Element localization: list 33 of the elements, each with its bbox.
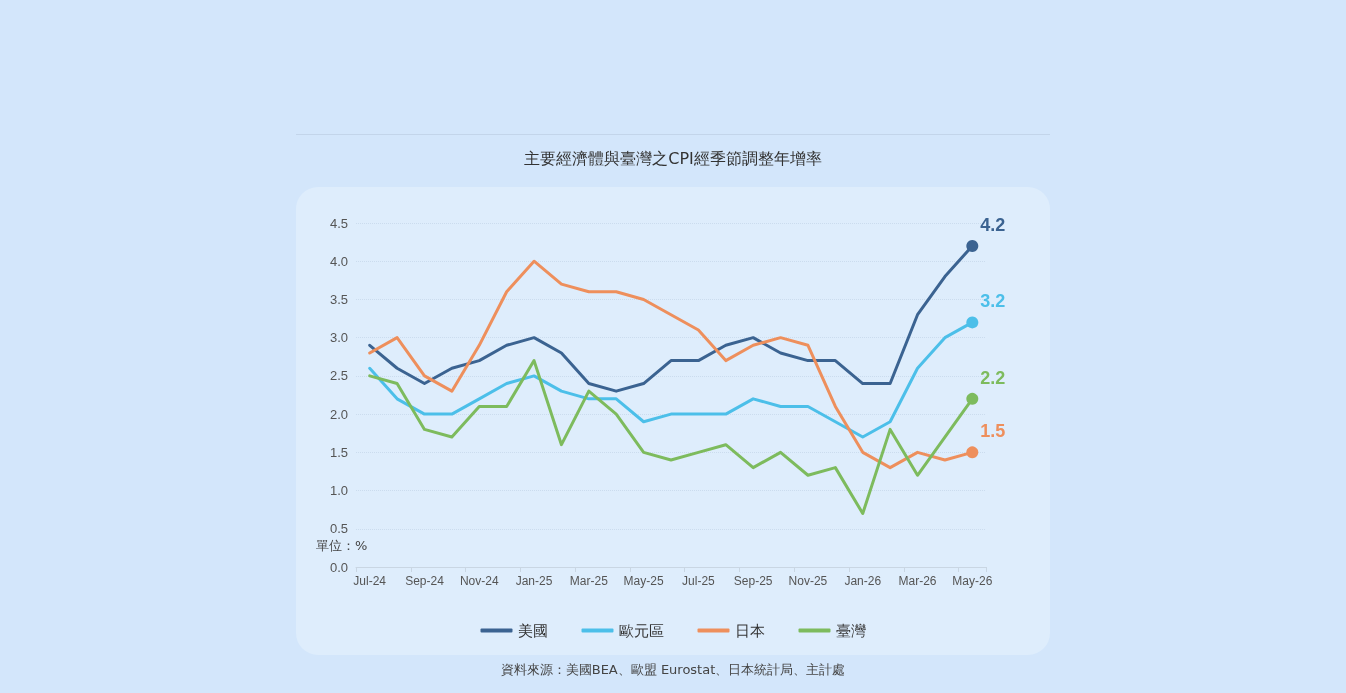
x-tick-label: Mar-26 [898, 574, 937, 588]
y-tick-label: 3.5 [329, 291, 348, 307]
x-tick-label: Mar-25 [569, 574, 609, 588]
data-label: 3.2 [980, 291, 1006, 312]
y-tick-label: 2.5 [329, 368, 348, 384]
x-tick-label: May-25 [623, 574, 664, 588]
y-tick-label: 2.0 [329, 406, 348, 422]
legend-label: 臺灣 [835, 622, 866, 639]
x-tick-label: Jul-25 [682, 574, 716, 588]
y-tick-label: 3.0 [329, 330, 348, 346]
y-tick-label: 4.0 [329, 253, 348, 269]
y-tick-label: 4.5 [329, 215, 348, 231]
y-tick-label: 0.5 [329, 521, 348, 537]
annotation: 單位：% [316, 537, 368, 555]
x-tick-label: Sep-24 [405, 574, 445, 588]
legend-label: 美國 [517, 622, 548, 639]
y-tick-label: 0.0 [329, 559, 348, 575]
x-tick-label: Jul-24 [353, 574, 387, 588]
x-tick-label: Sep-25 [733, 574, 773, 588]
data-label: 2.2 [980, 367, 1006, 388]
chart-title: 主要經濟體與臺灣之CPI經季節調整年增率 [523, 149, 823, 170]
y-tick-label: 1.0 [329, 483, 348, 499]
x-tick-label: Jan-25 [515, 574, 553, 588]
legend-label: 日本 [734, 622, 765, 639]
x-tick-label: May-26 [952, 574, 993, 588]
source-note: 資料來源：美國BEA、歐盟 Eurostat、日本統計局、主計處 [499, 661, 847, 679]
data-label: 1.5 [980, 421, 1006, 442]
data-label: 4.2 [980, 214, 1006, 235]
x-tick-label: Nov-24 [459, 574, 499, 588]
y-tick-label: 1.5 [329, 444, 348, 460]
legend-label: 歐元區 [618, 622, 664, 639]
x-tick-label: Jan-26 [844, 574, 882, 588]
x-tick-label: Nov-25 [788, 574, 828, 588]
